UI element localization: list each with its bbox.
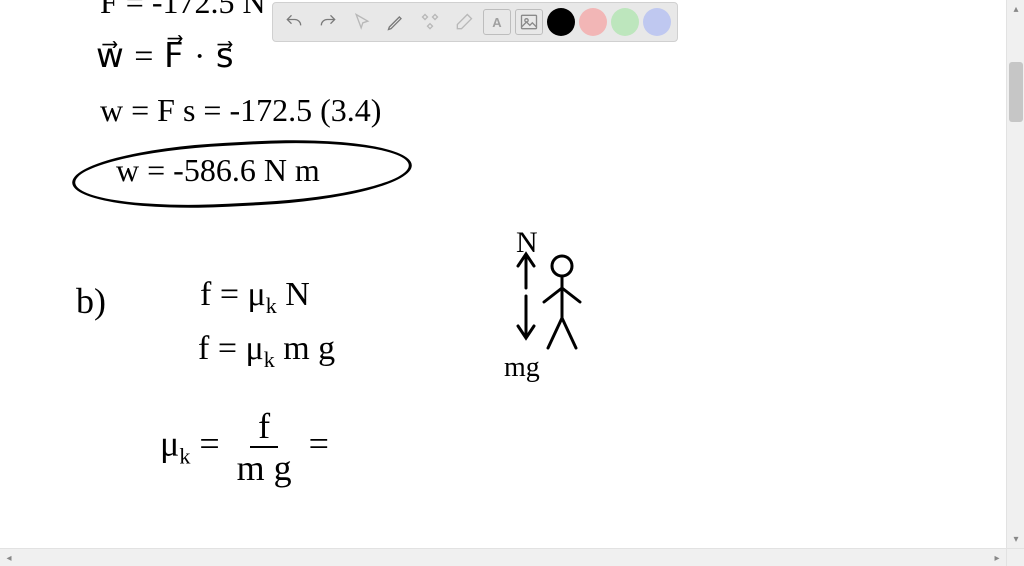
scroll-right-button[interactable]: ▸ bbox=[988, 549, 1006, 566]
tools-button[interactable] bbox=[415, 7, 445, 37]
sub-k: k bbox=[264, 347, 275, 372]
drawing-canvas[interactable]: F = -172.5 N w⃗ = F⃗ · s⃗ w = F s = -172… bbox=[0, 0, 1006, 548]
equation-w-result: w = -586.6 N m bbox=[116, 152, 320, 189]
text-A-label: A bbox=[492, 15, 501, 30]
part-b-label: b) bbox=[76, 280, 106, 322]
whiteboard-app: { "toolbar": { "bg": "#e8e8e8", "border"… bbox=[0, 0, 1024, 566]
equation-f-mukmg: f = μk m g bbox=[198, 330, 335, 373]
text: N bbox=[277, 276, 310, 313]
image-button[interactable] bbox=[515, 9, 543, 35]
scrollbar-corner bbox=[1006, 548, 1024, 566]
scroll-down-button[interactable]: ▾ bbox=[1007, 530, 1024, 548]
toolbar: A bbox=[272, 2, 678, 42]
label-mg: mg bbox=[504, 352, 540, 384]
pen-button[interactable] bbox=[381, 7, 411, 37]
vertical-scroll-thumb[interactable] bbox=[1009, 62, 1023, 122]
text: m g bbox=[275, 330, 335, 367]
eraser-button[interactable] bbox=[449, 7, 479, 37]
equation-f-mukN: f = μk N bbox=[200, 276, 310, 319]
free-body-diagram: N mg bbox=[510, 232, 600, 397]
equation-muk-frac: μk = f m g = bbox=[160, 408, 329, 486]
color-swatch-blue[interactable] bbox=[643, 8, 671, 36]
sub-k: k bbox=[266, 293, 277, 318]
text: f = μ bbox=[198, 330, 264, 367]
equation-w-fs: w = F s = -172.5 (3.4) bbox=[100, 92, 381, 129]
color-swatch-black[interactable] bbox=[547, 8, 575, 36]
fraction-num: f bbox=[250, 408, 278, 448]
redo-button[interactable] bbox=[313, 7, 343, 37]
text: f = μ bbox=[200, 276, 266, 313]
undo-button[interactable] bbox=[279, 7, 309, 37]
text: μ bbox=[160, 423, 179, 463]
horizontal-scrollbar[interactable]: ◂ ▸ bbox=[0, 548, 1006, 566]
text: = bbox=[309, 423, 329, 463]
pointer-button[interactable] bbox=[347, 7, 377, 37]
equation-F: F = -172.5 N bbox=[100, 0, 266, 21]
equation-w-vec: w⃗ = F⃗ · s⃗ bbox=[96, 36, 235, 76]
label-N: N bbox=[516, 226, 538, 260]
text-button[interactable]: A bbox=[483, 9, 511, 35]
fraction: f m g bbox=[229, 408, 300, 486]
color-swatch-green[interactable] bbox=[611, 8, 639, 36]
sub-k: k bbox=[179, 443, 190, 468]
fraction-den: m g bbox=[229, 448, 300, 486]
scroll-left-button[interactable]: ◂ bbox=[0, 549, 18, 566]
color-swatch-red[interactable] bbox=[579, 8, 607, 36]
text: = bbox=[190, 423, 228, 463]
vertical-scrollbar[interactable]: ▴ ▾ bbox=[1006, 0, 1024, 548]
scroll-up-button[interactable]: ▴ bbox=[1007, 0, 1024, 18]
